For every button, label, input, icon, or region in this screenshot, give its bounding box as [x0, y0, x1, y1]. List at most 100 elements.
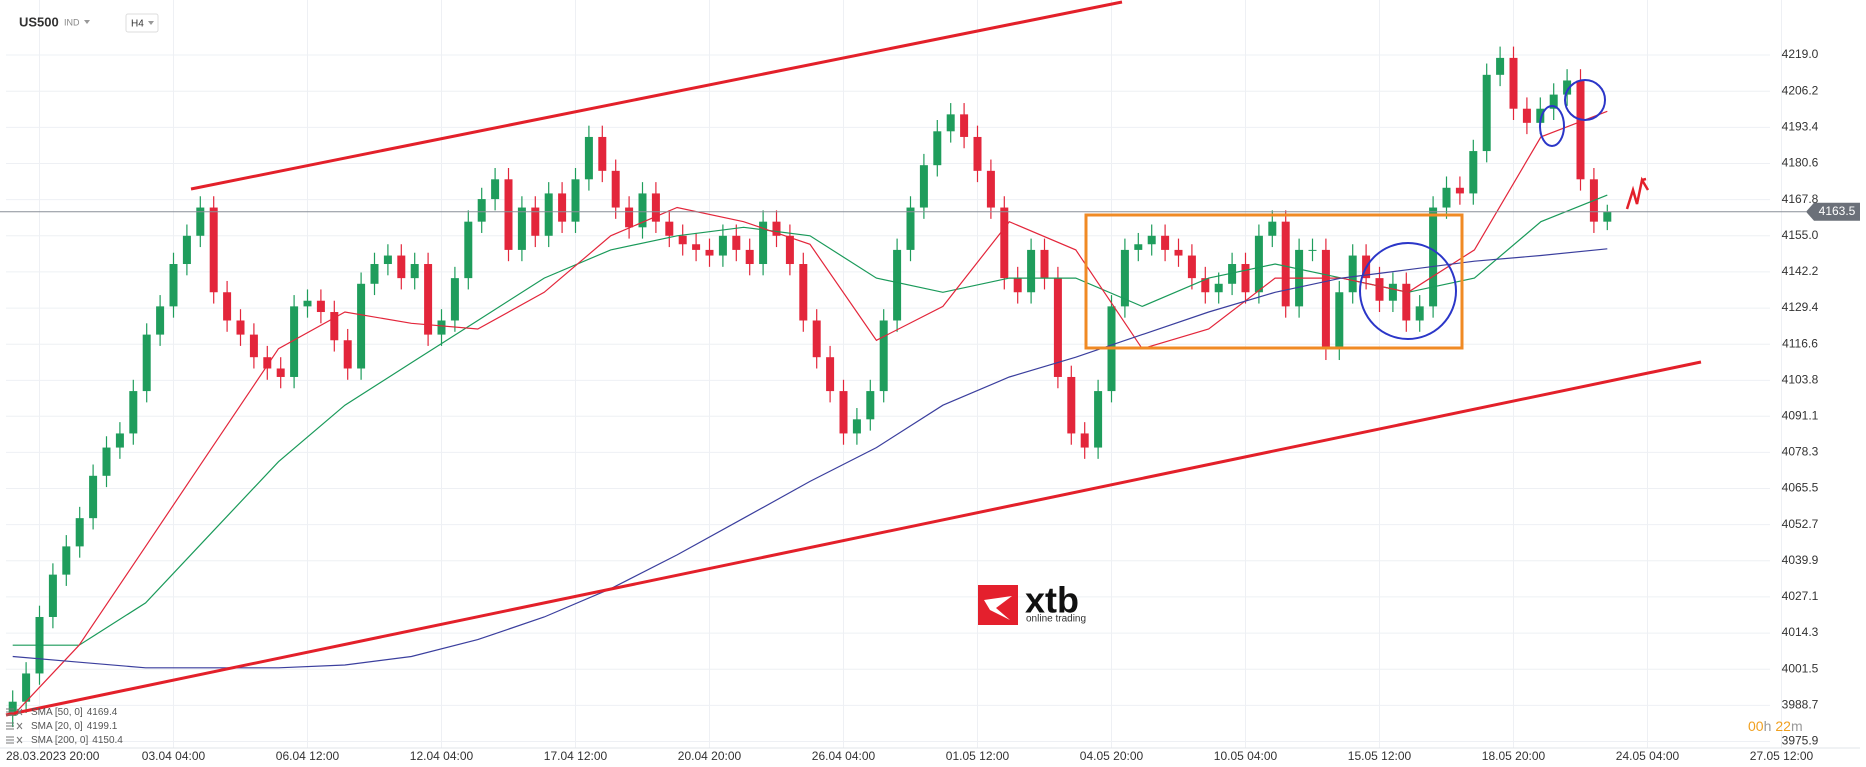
candle-body [142, 334, 151, 392]
candle-body [665, 221, 674, 236]
candle-body [169, 264, 178, 307]
legend-name: SMA [200, 0] [31, 735, 88, 746]
candle-body [303, 300, 312, 307]
x-tick-label: 28.03.2023 20:00 [6, 749, 100, 763]
candle-body [1027, 249, 1036, 293]
candle-body [410, 264, 419, 279]
y-tick-label: 4155.0 [1782, 228, 1819, 242]
legend-entry: SMA [200, 0] 4150.4 [31, 735, 123, 746]
candle-body [1308, 249, 1317, 251]
candle-body [1268, 221, 1277, 236]
candle-body [919, 165, 928, 208]
y-tick-label: 4065.5 [1782, 481, 1819, 495]
logo: xtb online trading [978, 580, 1086, 625]
countdown-part: 00 [1748, 718, 1764, 734]
candle-body [960, 114, 969, 137]
y-tick-label: 4116.6 [1782, 336, 1818, 350]
candle-body [330, 312, 339, 341]
candle-body [531, 207, 540, 236]
y-tick-label: 4129.4 [1782, 300, 1819, 314]
y-tick-label: 4078.3 [1782, 445, 1819, 459]
candle-body [115, 433, 124, 448]
candle-body [75, 518, 84, 547]
symbol: US500 [19, 14, 59, 29]
candle-body [812, 320, 821, 358]
candle-body [1321, 249, 1330, 349]
candle-body [223, 292, 232, 321]
countdown-part: h [1764, 718, 1772, 734]
dropdown-arrow [148, 21, 154, 25]
candle-body [1509, 57, 1518, 109]
candle-body [1482, 74, 1491, 152]
candle-body [1415, 306, 1424, 321]
candle-body [517, 207, 526, 250]
range-box [1084, 213, 1464, 350]
candle-body [1134, 244, 1143, 250]
candle-body [611, 170, 620, 208]
candle-body [89, 475, 98, 519]
candle-body [1067, 376, 1076, 434]
candle-body [383, 255, 392, 265]
candle-body [705, 249, 714, 256]
candle-body [182, 235, 191, 265]
candle-body [852, 419, 861, 434]
y-tick-label: 4219.0 [1782, 47, 1819, 61]
candle-body [1214, 283, 1223, 293]
countdown: 00h 22m [1748, 718, 1803, 734]
candle-body [692, 244, 701, 250]
legend-value: 4169.4 [87, 707, 118, 718]
candle-body [1000, 207, 1009, 279]
candle-body [785, 235, 794, 265]
timeframe: H4 [131, 19, 144, 30]
x-tick-label: 01.05 12:00 [946, 749, 1010, 763]
candle-body [906, 207, 915, 250]
candle-body [558, 193, 567, 222]
candle-body [249, 334, 258, 358]
y-tick-label: 4193.4 [1782, 120, 1819, 134]
candle-body [1040, 249, 1049, 279]
countdown-part: m [1791, 718, 1803, 734]
candle-body [504, 179, 513, 250]
candle-body [491, 179, 500, 200]
legend-value: 4199.1 [87, 721, 118, 732]
candle-body [826, 357, 835, 392]
candle-body [986, 170, 995, 208]
candle-body [678, 235, 687, 245]
candle-body [1161, 235, 1170, 250]
drawings [5, 0, 1702, 717]
candle-body [1348, 255, 1357, 293]
candle-body [625, 207, 634, 228]
candle-body [276, 368, 285, 377]
candle-body [1388, 283, 1397, 301]
y-tick-label: 4142.2 [1782, 264, 1819, 278]
candle-body [973, 136, 982, 171]
squiggle [1625, 176, 1650, 210]
channel-upper [190, 0, 1123, 191]
timeframe-button[interactable] [125, 13, 159, 33]
candle-body [1522, 108, 1531, 123]
candle-body [946, 114, 955, 132]
candle-body [464, 221, 473, 279]
x-tick-label: 20.04 20:00 [678, 749, 742, 763]
candle-body [933, 131, 942, 166]
candle-body [290, 306, 299, 377]
candle-body [1281, 221, 1290, 307]
candle-body [343, 340, 352, 369]
candle-body [62, 546, 71, 575]
y-tick-label: 3988.7 [1782, 698, 1819, 712]
candle-body [1496, 57, 1505, 75]
x-tick-label: 27.05 12:00 [1750, 749, 1814, 763]
countdown-part: 22 [1775, 718, 1791, 734]
candle-body [732, 235, 741, 250]
x-tick-label: 04.05 20:00 [1080, 749, 1144, 763]
candle-body [866, 391, 875, 420]
symbol-header: US500 IND H4 [19, 13, 159, 33]
candle-body [1187, 255, 1196, 279]
candle-body [1254, 235, 1263, 293]
candle-body [1094, 391, 1103, 448]
candle-body [1335, 292, 1344, 349]
legend-entry: SMA [50, 0] 4169.4 [31, 707, 118, 718]
y-tick-label: 4180.6 [1782, 156, 1819, 170]
